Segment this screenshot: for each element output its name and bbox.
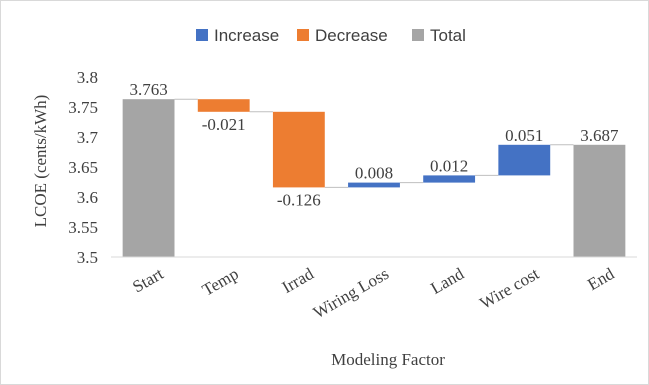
x-tick-label: Wire cost (477, 264, 543, 313)
bar-total (122, 99, 175, 257)
data-label: 3.763 (129, 80, 167, 99)
legend-label-increase: Increase (214, 26, 279, 45)
x-tick-label: Start (129, 264, 167, 297)
bar-increase (498, 144, 551, 176)
y-tick-label: 3.7 (77, 128, 99, 147)
bars: 3.763 -0.021 -0.126 0.008 0.012 0.051 3.687 (122, 80, 626, 257)
data-label: 0.051 (505, 126, 543, 145)
data-label: -0.126 (277, 190, 321, 209)
legend-swatch-decrease (297, 29, 309, 41)
x-axis-title: Modeling Factor (331, 350, 445, 369)
bar-decrease (197, 99, 250, 112)
legend-label-decrease: Decrease (315, 26, 388, 45)
data-label: 3.687 (580, 126, 619, 145)
y-axis-title: LCOE (cents/kWh) (31, 95, 50, 228)
x-tick-label: Land (427, 264, 467, 298)
data-label: -0.021 (202, 115, 246, 134)
x-tick-label: Temp (199, 264, 242, 300)
data-label: 0.008 (355, 164, 393, 183)
connector-lines (174, 98, 574, 188)
bar-decrease (272, 111, 325, 188)
y-tick-label: 3.75 (68, 98, 98, 117)
legend-swatch-increase (196, 29, 208, 41)
y-tick-label: 3.65 (68, 158, 98, 177)
legend-label-total: Total (430, 26, 466, 45)
y-tick-label: 3.55 (68, 218, 98, 237)
legend: Increase Decrease Total (196, 26, 466, 45)
data-label: 0.012 (430, 156, 468, 175)
x-tick-label: End (584, 264, 618, 294)
y-axis: 3.5 3.55 3.6 3.65 3.7 3.75 3.8 (68, 68, 98, 267)
y-tick-label: 3.8 (77, 68, 98, 87)
y-tick-label: 3.6 (77, 188, 98, 207)
bar-increase (423, 175, 476, 183)
x-tick-label: Wiring Loss (310, 264, 392, 322)
bar-total (573, 144, 626, 257)
x-tick-label: Irrad (279, 264, 318, 297)
bar-increase (348, 182, 400, 188)
y-tick-label: 3.5 (77, 248, 98, 267)
legend-swatch-total (412, 29, 424, 41)
